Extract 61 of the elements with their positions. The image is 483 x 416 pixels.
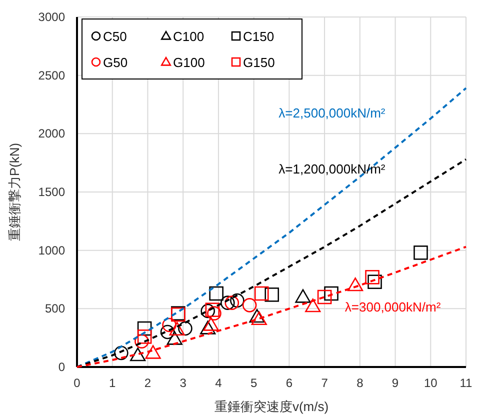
point: [203, 317, 219, 331]
point: [160, 324, 175, 340]
y-tick-label: 0: [58, 360, 66, 374]
x-tick-label: 1: [109, 376, 116, 390]
annotation: λ=2,500,000kN/m²: [278, 106, 386, 121]
x-tick-label: 2: [144, 376, 152, 390]
point: [200, 320, 216, 334]
point: [130, 348, 146, 362]
point: [348, 278, 364, 292]
x-tick-label: 8: [356, 376, 364, 390]
point: [220, 296, 235, 310]
point: [137, 330, 152, 344]
point: [305, 298, 321, 312]
point: [254, 286, 269, 301]
point: [368, 274, 382, 289]
point: [145, 345, 161, 359]
y-tick-label: 500: [44, 302, 66, 316]
y-tick-label: 2500: [38, 68, 66, 82]
legend-label: G100: [173, 55, 205, 70]
point: [224, 296, 240, 310]
point: [207, 306, 222, 320]
y-tick-label: 2000: [38, 126, 66, 141]
point: [264, 288, 280, 302]
point: [134, 334, 149, 348]
y-tick-label: 1000: [38, 243, 66, 258]
legend-label: C100: [173, 29, 204, 44]
legend-label: C150: [243, 29, 274, 44]
point: [200, 304, 215, 318]
point: [166, 331, 182, 345]
point: [242, 298, 257, 312]
annotation: λ=300,000kN/m²: [344, 299, 442, 314]
x-tick-label: 10: [424, 376, 438, 390]
annotation: λ=1,200,000kN/m²: [278, 162, 386, 177]
x-tick-label: 5: [250, 376, 258, 390]
point: [230, 293, 244, 308]
point: [414, 246, 428, 260]
x-tick-label: 9: [392, 376, 399, 390]
x-axis-title: 重錘衝突速度v(m/s): [214, 399, 329, 414]
point: [317, 290, 332, 304]
point: [249, 309, 265, 323]
point: [114, 346, 128, 360]
y-tick-label: 1500: [38, 185, 66, 199]
point: [169, 322, 185, 336]
point: [178, 321, 192, 336]
legend-label: G50: [103, 55, 128, 70]
point: [205, 302, 220, 317]
x-tick-label: 3: [180, 376, 187, 390]
x-tick-label: 4: [215, 376, 222, 390]
legend-label: G150: [243, 55, 275, 70]
point: [209, 286, 224, 301]
y-tick-label: 3000: [38, 10, 66, 24]
x-tick-label: 7: [321, 376, 328, 390]
y-axis-title: 重錘衝撃力P(kN): [7, 142, 22, 242]
point: [365, 270, 380, 284]
point: [324, 286, 338, 301]
x-tick-label: 11: [460, 376, 473, 390]
x-tick-label: 0: [74, 376, 81, 390]
legend-label: C50: [103, 29, 127, 44]
point: [251, 311, 267, 326]
point: [295, 289, 311, 303]
x-tick-label: 6: [286, 376, 293, 390]
